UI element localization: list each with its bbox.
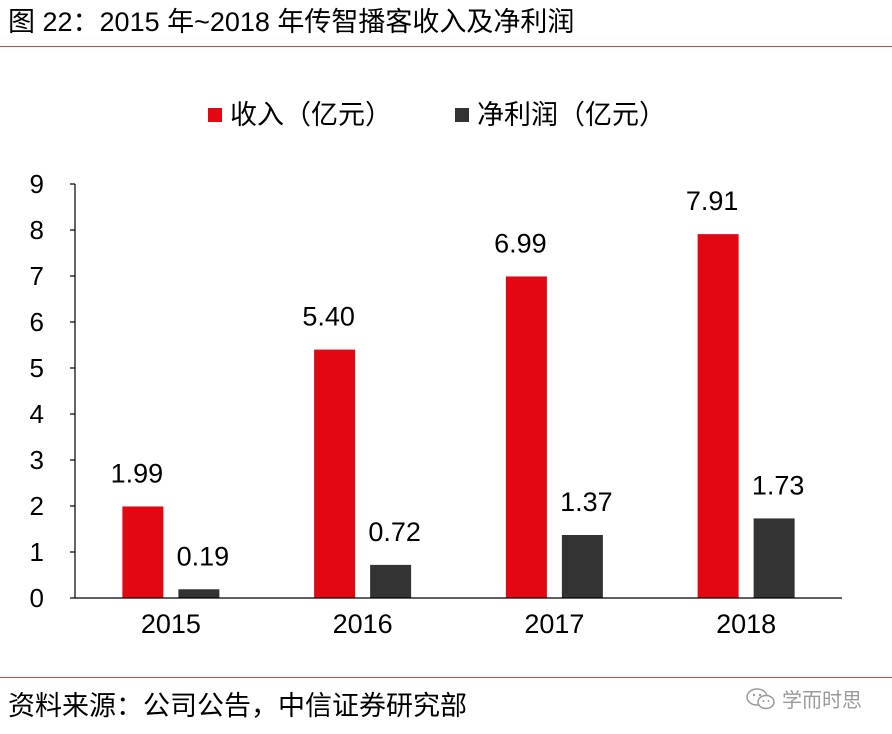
- data-label-net-profit-2015: 0.19: [177, 541, 230, 571]
- source-divider: [0, 677, 892, 678]
- bar-net-profit-2015: [178, 589, 220, 598]
- bar-net-profit-2018: [753, 518, 795, 598]
- data-label-net-profit-2017: 1.37: [560, 487, 613, 517]
- data-label-revenue-2015: 1.99: [111, 458, 164, 488]
- y-tick-label-6: 6: [30, 307, 44, 337]
- bar-revenue-2017: [505, 276, 547, 598]
- wechat-icon: [746, 687, 775, 709]
- x-tick-label-2016: 2016: [333, 609, 393, 639]
- y-tick-label-4: 4: [30, 399, 44, 429]
- y-tick-label-5: 5: [30, 353, 44, 383]
- y-tick-label-3: 3: [30, 445, 44, 475]
- bar-revenue-2018: [697, 234, 739, 598]
- x-tick-label-2017: 2017: [524, 609, 584, 639]
- legend-label-2: 净利润（亿元）: [477, 100, 666, 130]
- bar-chart: 收入（亿元） 净利润（亿元） 0 1 2 3 4 5 6 7 8 9 1.99 0.19 5.40 0.7…: [30, 100, 842, 639]
- watermark: 学而时思: [746, 684, 862, 713]
- figure-title: 图 22：2015 年~2018 年传智播客收入及净利润: [8, 7, 575, 37]
- data-label-revenue-2018: 7.91: [686, 186, 739, 216]
- bar-net-profit-2016: [370, 564, 412, 598]
- legend-label-1: 收入（亿元）: [230, 100, 392, 130]
- bars: 1.99 0.19 5.40 0.72 6.99 1.37 7.91 1.73: [111, 186, 805, 598]
- data-label-revenue-2016: 5.40: [302, 302, 355, 332]
- data-label-net-profit-2016: 0.72: [368, 517, 421, 547]
- bar-net-profit-2017: [561, 534, 603, 598]
- bar-revenue-2015: [122, 506, 164, 598]
- data-label-net-profit-2018: 1.73: [752, 470, 805, 500]
- y-tick-label-8: 8: [30, 215, 44, 245]
- x-axis: 2015 2016 2017 2018: [75, 597, 842, 639]
- data-label-revenue-2017: 6.99: [494, 228, 547, 258]
- legend-swatch-1: [208, 108, 222, 122]
- bar-revenue-2016: [314, 349, 356, 598]
- y-tick-label-7: 7: [30, 261, 44, 291]
- y-axis: 0 1 2 3 4 5 6 7 8 9: [30, 169, 76, 613]
- y-tick-label-9: 9: [30, 169, 44, 199]
- y-tick-label-2: 2: [30, 491, 44, 521]
- y-tick-label-0: 0: [30, 583, 44, 613]
- y-tick-label-1: 1: [30, 537, 44, 567]
- title-divider: [0, 46, 892, 47]
- watermark-text: 学而时思: [782, 690, 862, 712]
- source-note: 资料来源：公司公告，中信证券研究部: [8, 691, 467, 721]
- legend-swatch-2: [455, 108, 469, 122]
- x-tick-label-2015: 2015: [141, 609, 201, 639]
- legend: 收入（亿元） 净利润（亿元）: [208, 100, 666, 130]
- x-tick-label-2018: 2018: [716, 609, 776, 639]
